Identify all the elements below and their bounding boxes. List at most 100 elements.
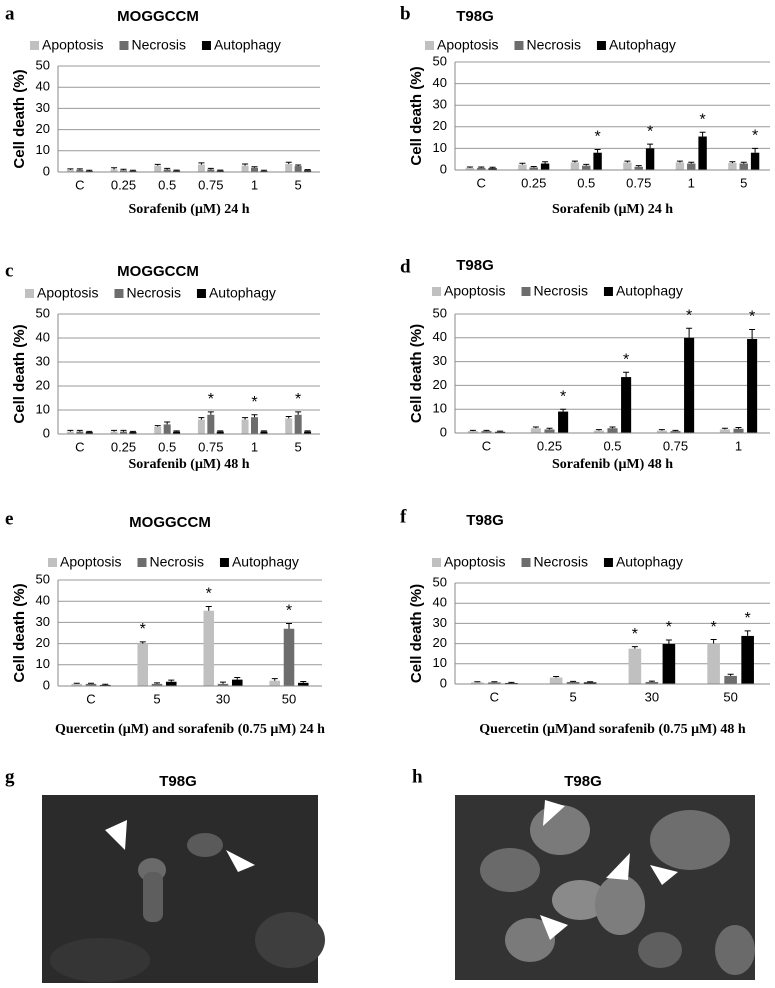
error-bar xyxy=(532,426,539,429)
bar xyxy=(733,428,744,433)
error-bar xyxy=(251,166,258,168)
bar xyxy=(529,167,538,170)
y-axis-label: Cell death (%) xyxy=(408,324,425,423)
legend-label: Autophagy xyxy=(616,283,683,299)
bar xyxy=(707,643,720,684)
error-bar xyxy=(207,411,214,415)
error-bar xyxy=(489,166,496,169)
bar xyxy=(110,431,118,434)
bar xyxy=(251,417,258,434)
error-bar xyxy=(749,328,756,339)
bar xyxy=(251,167,258,172)
error-bar xyxy=(729,161,736,164)
bar xyxy=(71,683,83,686)
significance-marker: * xyxy=(140,621,146,638)
y-tick-label: 20 xyxy=(36,121,50,136)
error-bar xyxy=(570,680,577,682)
y-tick-label: 50 xyxy=(433,574,447,589)
significance-marker: * xyxy=(752,128,758,145)
y-tick-label: 10 xyxy=(433,140,447,155)
error-bar xyxy=(478,166,485,168)
legend-swatch xyxy=(432,287,441,296)
legend-swatch xyxy=(25,289,34,298)
bar xyxy=(99,684,111,686)
error-bar xyxy=(530,166,537,168)
bar xyxy=(85,683,97,686)
bar xyxy=(154,426,162,434)
bar xyxy=(203,610,215,686)
error-bar xyxy=(207,167,214,170)
bar xyxy=(670,431,681,433)
x-tick-label: 5 xyxy=(570,689,577,704)
error-bar xyxy=(88,682,94,684)
bar xyxy=(85,432,93,434)
bar xyxy=(645,681,659,684)
x-tick-label: 0.5 xyxy=(577,175,595,190)
legend-label: Apoptosis xyxy=(444,554,505,570)
x-tick-label: 0.25 xyxy=(111,439,136,454)
error-bar xyxy=(120,429,127,432)
bar xyxy=(173,170,181,172)
x-tick-label: 50 xyxy=(723,689,737,704)
panel-letter: e xyxy=(5,508,13,529)
bar xyxy=(724,675,737,684)
bar xyxy=(207,414,215,434)
error-bar xyxy=(519,162,526,165)
error-bar xyxy=(102,683,109,685)
significance-marker: * xyxy=(745,610,751,627)
x-tick-label: 5 xyxy=(295,177,302,192)
significance-marker: * xyxy=(208,391,214,408)
legend-swatch xyxy=(603,287,613,296)
legend-label: Autophagy xyxy=(609,37,676,53)
y-tick-label: 10 xyxy=(36,142,50,157)
error-bar xyxy=(285,161,292,164)
significance-marker: * xyxy=(710,619,716,636)
y-tick-label: 0 xyxy=(440,161,447,176)
error-bar xyxy=(587,681,594,683)
y-tick-label: 20 xyxy=(433,118,447,133)
y-tick-label: 20 xyxy=(433,377,447,392)
x-tick-label: C xyxy=(75,177,84,192)
x-tick-label: 5 xyxy=(153,691,160,706)
bar xyxy=(593,152,602,170)
error-bar xyxy=(217,430,224,432)
y-tick-label: 20 xyxy=(433,635,447,650)
x-axis-label: Sorafenib (μM) 48 h xyxy=(552,457,673,472)
bar xyxy=(465,167,475,170)
error-bar xyxy=(665,639,672,645)
error-bar xyxy=(546,427,553,430)
significance-marker: * xyxy=(206,586,212,603)
bar xyxy=(634,166,643,170)
bar xyxy=(207,169,215,172)
bar xyxy=(294,166,302,172)
image-title: T98G xyxy=(159,773,197,790)
bar xyxy=(260,431,268,434)
error-bar xyxy=(686,327,693,338)
chart-title: T98G xyxy=(466,512,504,529)
legend-swatch xyxy=(432,558,441,567)
error-bar xyxy=(129,169,136,171)
y-tick-label: 30 xyxy=(433,353,447,368)
legend-swatch xyxy=(219,558,229,567)
chart-title: MOGGCCM xyxy=(117,8,199,25)
bar xyxy=(719,429,730,433)
error-bar xyxy=(466,166,473,168)
legend-swatch xyxy=(30,41,39,50)
bar xyxy=(285,163,293,172)
bar xyxy=(76,431,84,434)
x-tick-label: 0.75 xyxy=(198,177,223,192)
error-bar xyxy=(304,169,311,171)
bar xyxy=(120,431,127,434)
error-bar xyxy=(595,429,602,431)
bar xyxy=(163,424,171,434)
bar xyxy=(698,136,707,170)
bar xyxy=(260,170,268,172)
error-bar xyxy=(67,429,74,432)
error-bar xyxy=(624,160,631,163)
significance-marker: * xyxy=(749,309,755,326)
error-bar xyxy=(111,429,118,432)
bar xyxy=(747,338,758,433)
legend-swatch xyxy=(596,41,606,50)
legend-label: Autophagy xyxy=(232,554,299,570)
bar xyxy=(628,648,642,684)
